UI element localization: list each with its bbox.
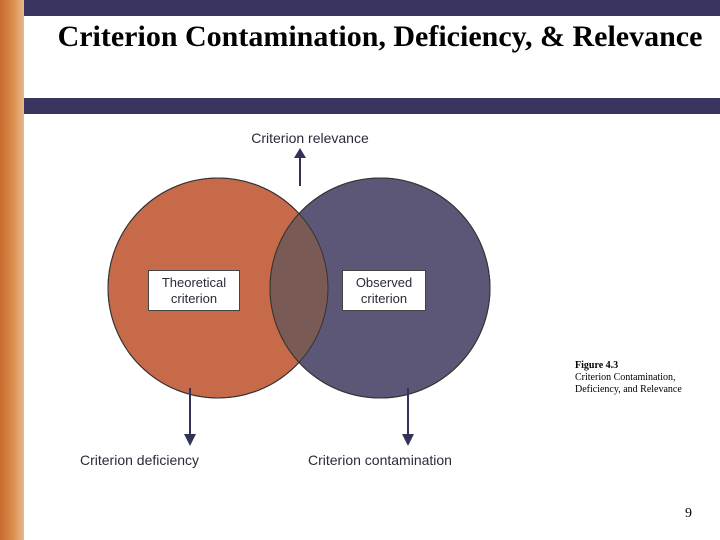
venn-diagram: Criterion relevance Theoretical criterio… — [60, 130, 560, 480]
arrow-contamination — [396, 388, 420, 448]
box-observed: Observed criterion — [342, 270, 426, 311]
arrow-relevance — [288, 148, 312, 188]
figure-number: Figure 4.3 — [575, 360, 618, 371]
label-relevance: Criterion relevance — [60, 130, 560, 146]
page-title: Criterion Contamination, Deficiency, & R… — [50, 18, 710, 56]
arrow-deficiency — [178, 388, 202, 448]
venn-svg — [60, 160, 540, 440]
header-bar-top — [24, 0, 720, 16]
header-bar-bottom — [24, 98, 720, 114]
label-deficiency: Criterion deficiency — [80, 452, 199, 468]
page-number: 9 — [685, 506, 692, 522]
figure-caption: Figure 4.3 Criterion Contamination, Defi… — [575, 360, 695, 396]
label-contamination: Criterion contamination — [308, 452, 452, 468]
figure-caption-text: Criterion Contamination, Deficiency, and… — [575, 372, 682, 395]
left-accent-bar — [0, 0, 24, 540]
box-theoretical: Theoretical criterion — [148, 270, 240, 311]
